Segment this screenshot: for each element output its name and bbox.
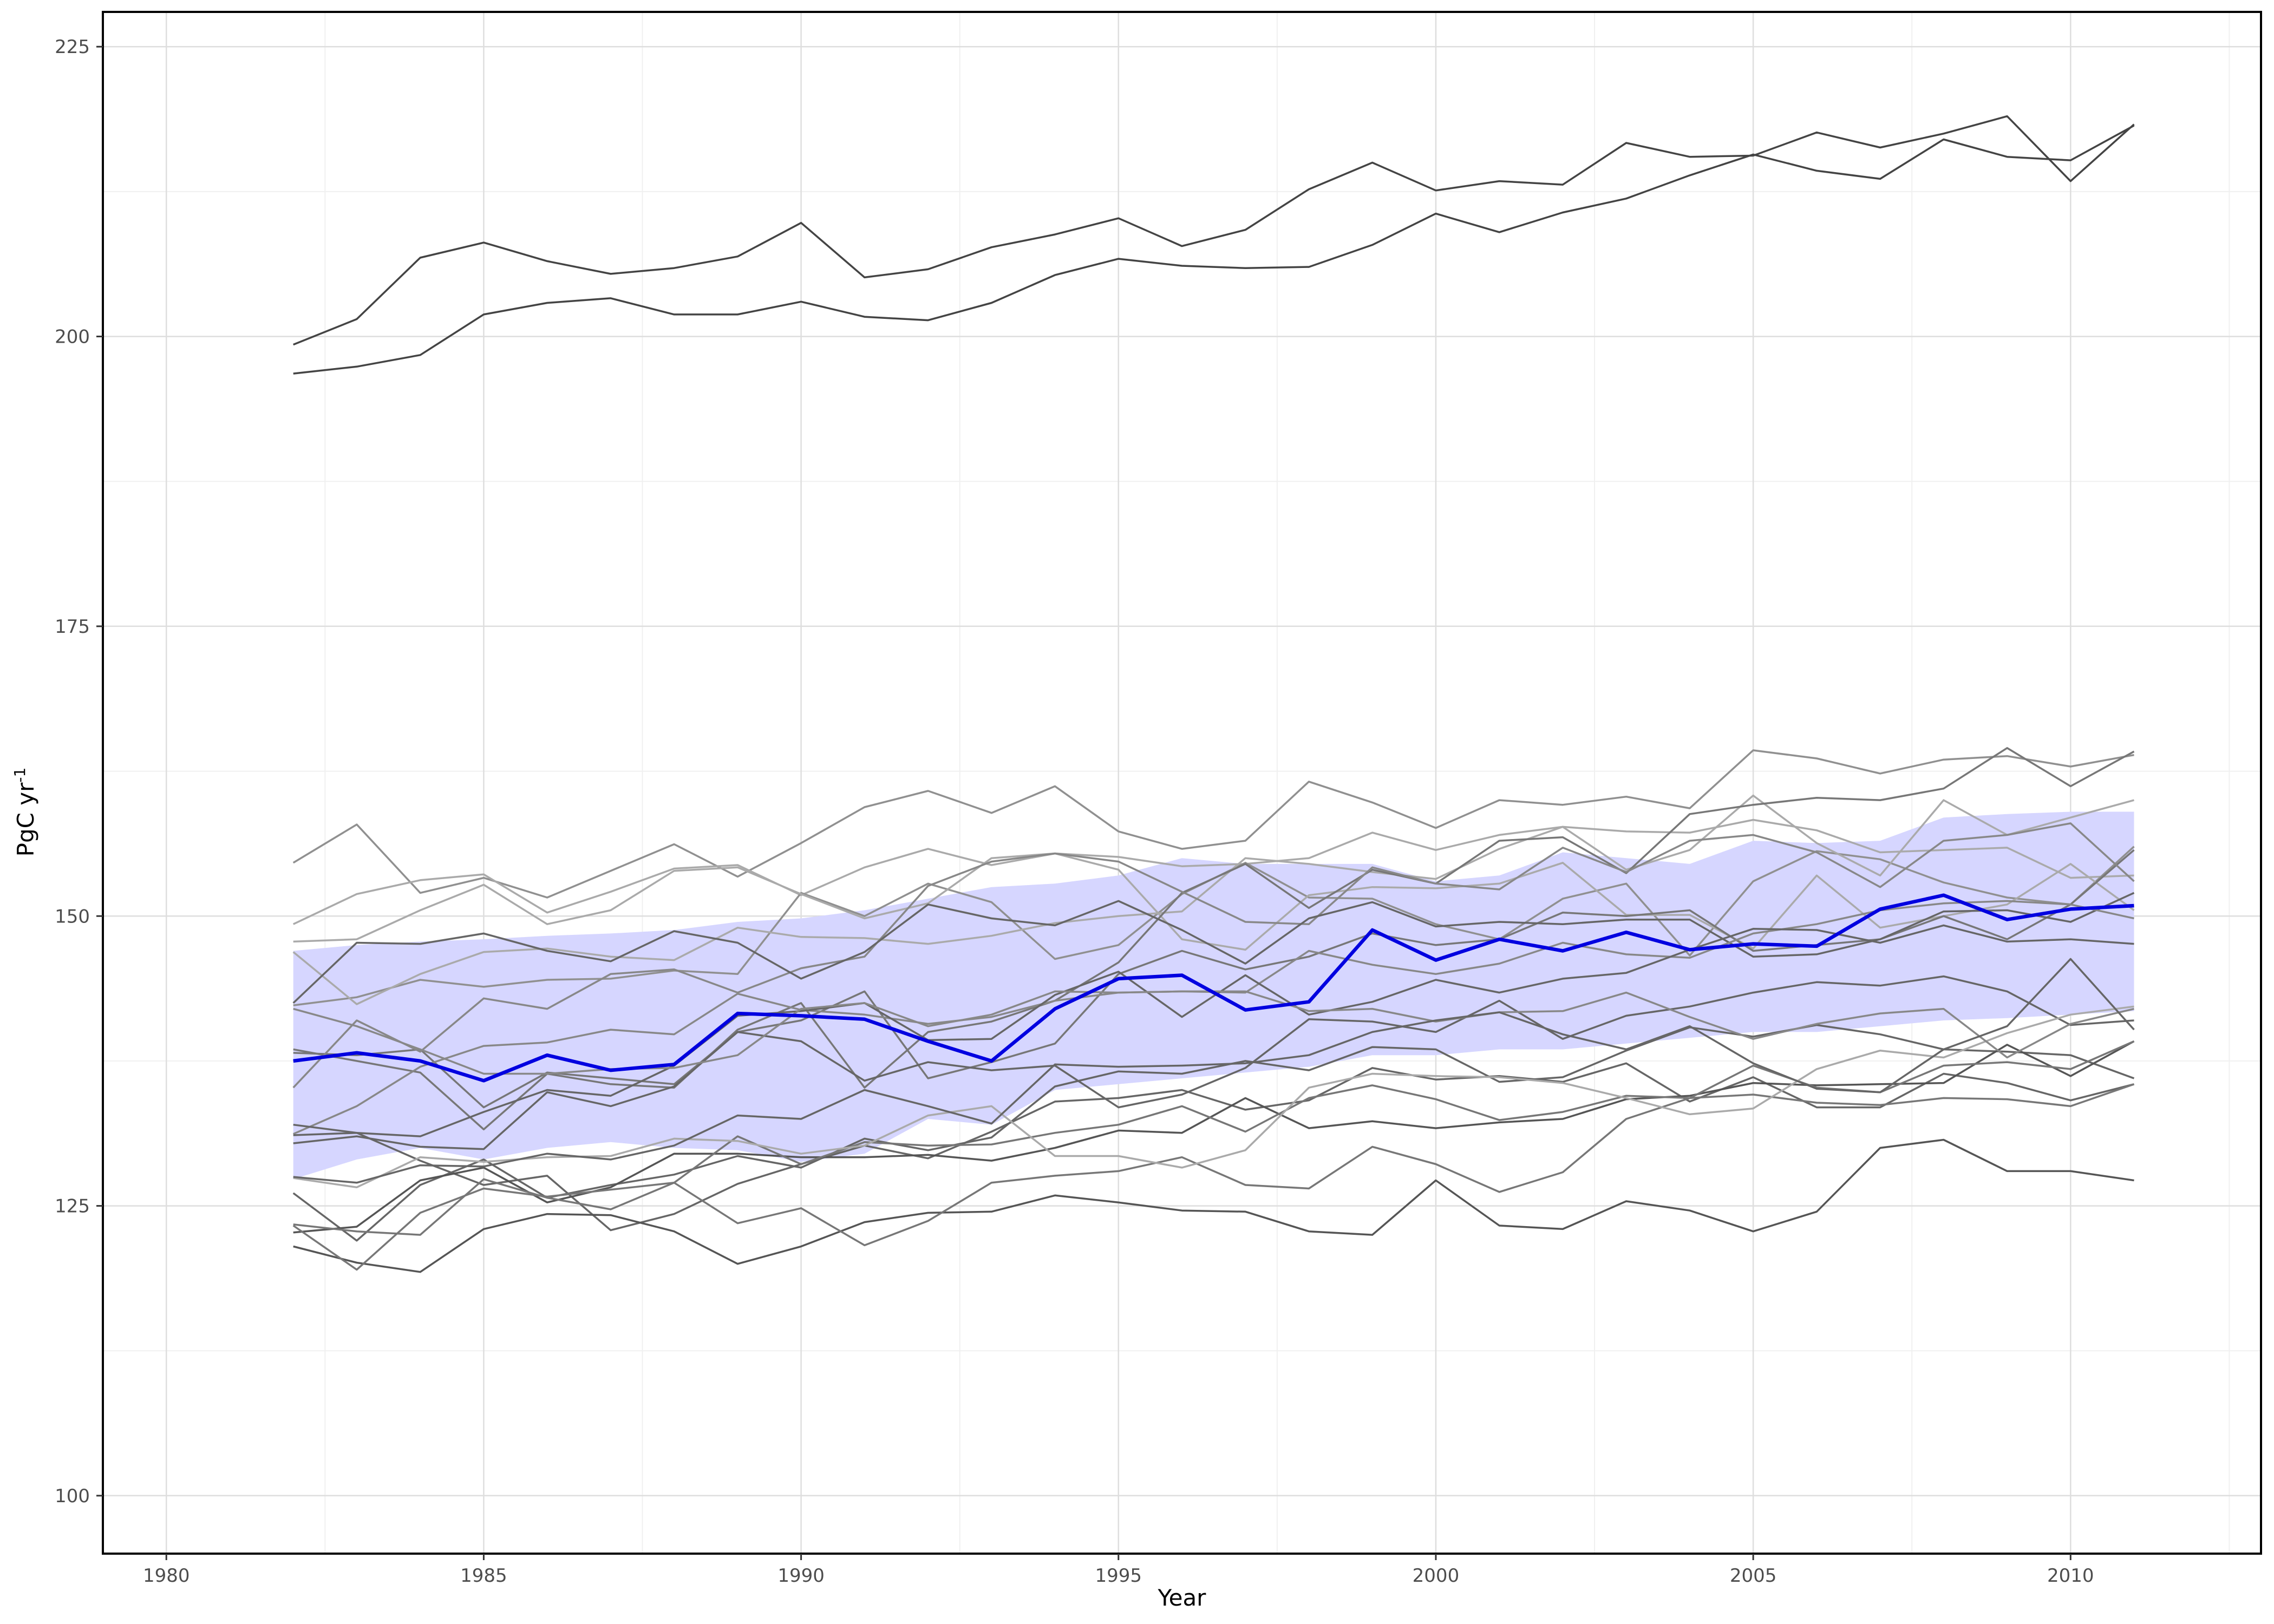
y-tick-label: 200 (55, 326, 90, 348)
y-tick-label: 175 (55, 616, 90, 638)
y-axis-title-text: PgC yr (12, 782, 39, 857)
y-tick-label: 150 (55, 906, 90, 927)
y-tick-label: 225 (55, 36, 90, 58)
series-line-9 (293, 849, 2135, 1109)
series-line-17 (293, 1138, 2134, 1273)
y-axis-title-superscript: -1 (11, 768, 29, 783)
series-line-4 (292, 818, 2134, 925)
y-tick-label: 125 (55, 1196, 90, 1217)
series-line-15 (293, 1062, 2134, 1232)
x-tick-label: 1995 (1095, 1565, 1142, 1587)
series-line-8 (293, 747, 2135, 1131)
x-tick-label: 1980 (143, 1565, 190, 1587)
x-tick-label: 2005 (1730, 1565, 1777, 1587)
series-line-16 (292, 1024, 2135, 1242)
series-line-7 (292, 794, 2134, 1005)
series-line-3 (292, 749, 2134, 899)
series-line-19 (293, 1083, 2135, 1247)
mean-line (293, 893, 2134, 1083)
y-axis-title: PgC yr-1 (11, 768, 39, 857)
mean-layer (293, 893, 2134, 1083)
x-tick-label: 1985 (460, 1565, 507, 1587)
series-line-13 (293, 924, 2134, 1137)
x-tick-label: 2000 (1413, 1565, 1460, 1587)
series-line-2 (293, 125, 2135, 375)
series-line-1 (293, 115, 2135, 346)
series-line-10 (292, 822, 2135, 1089)
series-line-6 (293, 852, 2135, 951)
y-tick-label: 100 (55, 1485, 90, 1507)
x-tick-label: 2010 (2047, 1565, 2094, 1587)
series-line-11 (292, 892, 2135, 1004)
panel-border (102, 11, 2262, 1555)
series-line-23 (293, 958, 2135, 1184)
series-line-21 (293, 1005, 2134, 1189)
series-line-18 (293, 1040, 2135, 1234)
series-line-14 (293, 975, 2134, 1150)
y-axis: 100 125 150 175 200 225 (55, 36, 103, 1507)
x-axis: 1980 1985 1990 1995 2000 2005 2010 (143, 1554, 2094, 1587)
x-tick-label: 1990 (777, 1565, 825, 1587)
x-axis-title: Year (1158, 1584, 1207, 1611)
